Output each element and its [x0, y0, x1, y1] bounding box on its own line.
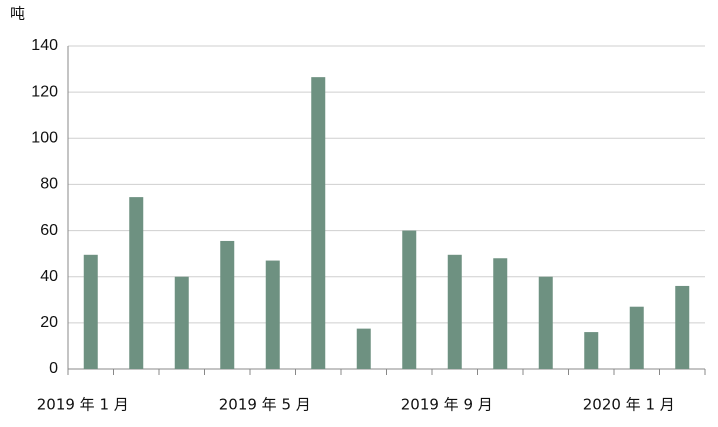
bar: [174, 276, 189, 369]
bar: [402, 230, 417, 369]
y-tick-label: 80: [40, 176, 58, 193]
bar: [538, 276, 553, 369]
bar: [447, 254, 462, 369]
y-tick-label: 60: [40, 222, 58, 239]
bar: [675, 285, 690, 369]
bar: [129, 197, 144, 369]
bar: [220, 240, 235, 369]
bar: [584, 332, 599, 369]
x-tick-label: 2019 年 5 月: [219, 396, 311, 414]
y-tick-label: 100: [31, 130, 58, 147]
bar: [493, 258, 508, 369]
bar: [265, 260, 280, 369]
bar: [356, 328, 371, 369]
x-tick-label: 2020 年 1 月: [583, 396, 675, 414]
y-tick-label: 40: [40, 268, 58, 285]
x-tick-label: 2019 年 9 月: [401, 396, 493, 414]
bar: [83, 254, 98, 369]
y-tick-label: 140: [31, 37, 58, 54]
y-tick-label: 120: [31, 83, 58, 100]
y-tick-label: 0: [49, 360, 58, 377]
bar: [629, 306, 644, 369]
y-tick-label: 20: [40, 314, 58, 331]
x-tick-label: 2019 年 1 月: [37, 396, 129, 414]
bar: [311, 77, 326, 370]
y-axis-label: 吨: [10, 5, 25, 23]
